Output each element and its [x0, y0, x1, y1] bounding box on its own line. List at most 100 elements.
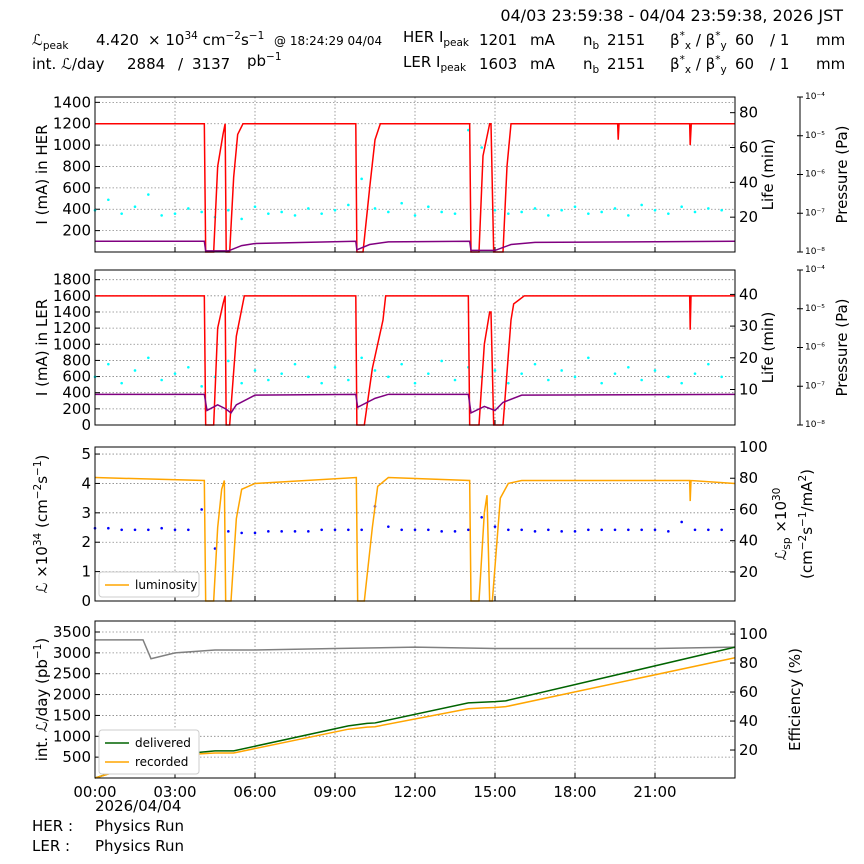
y2-tick-label: 20 — [739, 208, 758, 226]
y2-axis-label: Life (min) — [759, 312, 777, 384]
y-axis-label: int. ℒ/day (pb−1) — [32, 638, 51, 762]
point — [560, 208, 563, 212]
text-part: 34 — [184, 30, 198, 42]
point — [400, 201, 403, 205]
point — [333, 208, 337, 212]
legend-box — [98, 729, 200, 775]
point — [493, 208, 497, 212]
point — [133, 528, 137, 532]
point — [187, 207, 190, 210]
point — [107, 526, 110, 530]
point — [240, 531, 243, 535]
her-label: HER : — [32, 817, 73, 835]
y3-tick-label: 10⁻⁵ — [805, 131, 825, 141]
text-part: −1 — [32, 644, 44, 659]
point — [680, 520, 683, 524]
point — [587, 356, 590, 360]
text-part: ℒ ×10 — [33, 546, 51, 593]
point — [347, 378, 350, 382]
text-part: (cm — [798, 550, 816, 579]
y-tick-label: 1400 — [53, 93, 91, 111]
point — [147, 356, 150, 360]
text-part: x — [685, 64, 691, 76]
point — [320, 381, 323, 385]
y-tick-label: 3000 — [53, 644, 91, 662]
point — [680, 205, 683, 209]
point — [520, 528, 523, 532]
her-nb-label: nb — [583, 31, 600, 52]
point — [640, 528, 643, 532]
ler-nb: 2151 — [607, 55, 645, 73]
point — [587, 212, 590, 215]
ler-beta-unit: mm — [816, 55, 845, 73]
text-part: s — [33, 476, 51, 484]
text-part: s — [798, 527, 816, 535]
point — [453, 378, 457, 382]
text-part: / β — [691, 55, 715, 73]
her-ipeak-label: HER Ipeak — [403, 28, 470, 49]
point — [307, 207, 310, 210]
y3-axis-label: Pressure (Pa) — [833, 298, 851, 396]
text-part: int. ℒ/day (pb — [33, 659, 51, 761]
point — [693, 528, 697, 532]
point — [507, 381, 510, 385]
x-tick-label: 09:00 — [313, 783, 356, 801]
point — [347, 203, 350, 207]
point — [107, 198, 110, 202]
text-part: −2 — [225, 30, 240, 42]
point — [280, 210, 283, 214]
her-ipeak: 1201 — [479, 31, 517, 49]
x-tick-label: 18:00 — [553, 783, 596, 801]
y-tick-label: 200 — [62, 400, 91, 418]
y2-tick-label: 40 — [739, 173, 758, 191]
y-tick-label: 3500 — [53, 623, 91, 641]
y-tick-label: 400 — [62, 200, 91, 218]
point — [427, 372, 430, 375]
point — [493, 369, 497, 372]
point — [307, 530, 310, 533]
y2-tick-label: 10 — [739, 380, 758, 398]
x-tick-label: 06:00 — [233, 783, 276, 801]
point — [573, 205, 577, 209]
her-unit: mA — [530, 31, 556, 49]
point — [373, 369, 377, 372]
point — [213, 547, 217, 550]
point — [667, 212, 670, 215]
point — [333, 528, 337, 532]
point — [360, 528, 363, 532]
text-part: * — [680, 30, 685, 42]
text-part: ×10 — [772, 501, 790, 537]
text-part: −1 — [249, 30, 264, 42]
legend-label: delivered — [135, 736, 191, 750]
y3-tick-label: 10⁻⁵ — [805, 304, 825, 314]
point — [200, 385, 203, 388]
int-lumi-slash: / — [178, 55, 184, 73]
y2-axis-label: Life (min) — [759, 139, 777, 211]
plot-frame — [94, 269, 736, 426]
point — [107, 362, 110, 366]
point — [360, 177, 363, 181]
int-lumi-recorded: 2884 — [127, 55, 165, 73]
text-part: / β — [691, 31, 715, 49]
point — [227, 208, 230, 212]
point — [280, 530, 283, 533]
y-tick-label: 600 — [62, 368, 91, 386]
point — [280, 372, 283, 375]
x-tick-label: 12:00 — [393, 783, 436, 801]
y-tick-label: 1500 — [53, 706, 91, 724]
point — [427, 528, 430, 532]
y-tick-label: 500 — [62, 748, 91, 766]
y-tick-label: 2500 — [53, 665, 91, 683]
point — [693, 372, 697, 375]
text-part: n — [583, 31, 593, 49]
point — [507, 528, 510, 532]
point — [267, 530, 270, 533]
text-part: 30 — [771, 488, 783, 501]
text-part: y — [720, 40, 726, 52]
point — [627, 528, 630, 532]
series-line — [95, 295, 735, 426]
text-part: pb — [247, 52, 266, 70]
point — [600, 381, 603, 385]
point — [253, 369, 257, 372]
